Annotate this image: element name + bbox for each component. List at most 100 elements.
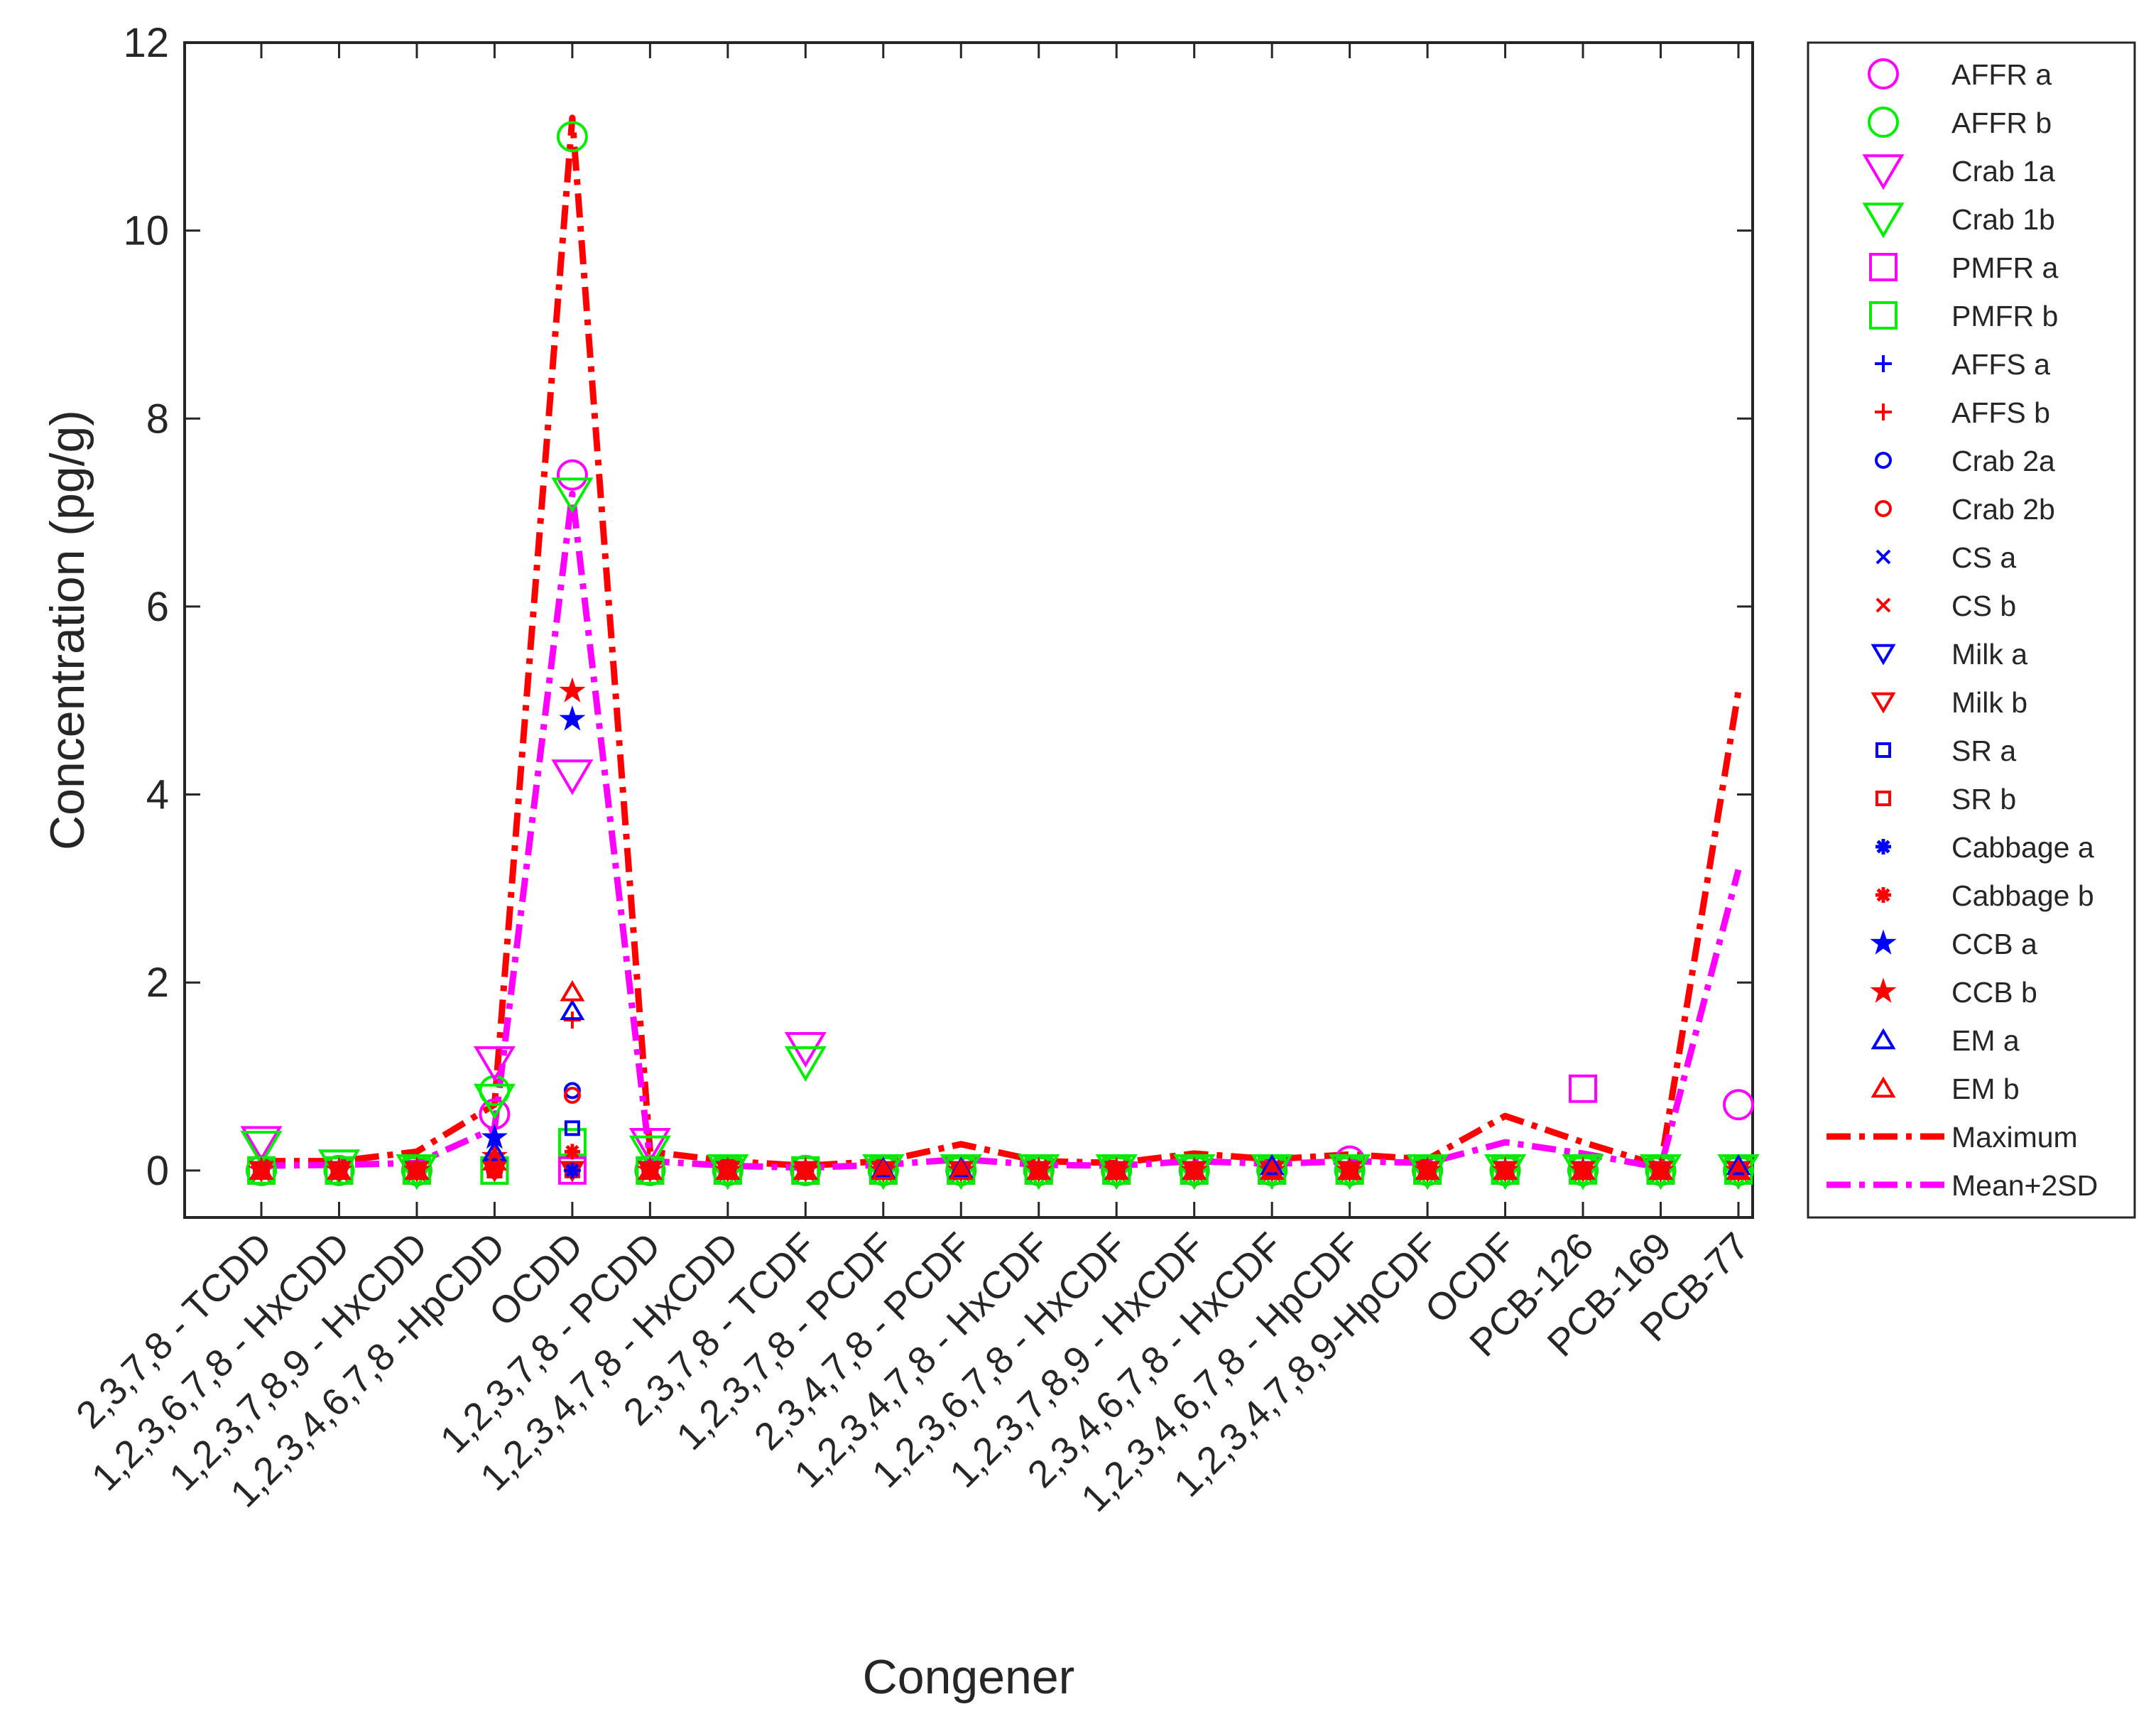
point-crab-1a	[551, 759, 594, 796]
point-em-b	[793, 1159, 818, 1181]
legend-entry-crab-2a: Crab 2a	[1875, 445, 2055, 477]
legend-marker-cabbage-a	[1875, 839, 1891, 855]
point-em-a	[1259, 1154, 1285, 1176]
point-crab-1b	[940, 1154, 982, 1190]
legend-marker-sr-a	[1875, 742, 1891, 758]
legend-entry-affr-a: AFFR a	[1868, 58, 2052, 91]
legend-label: Cabbage b	[1951, 879, 2094, 912]
point-em-b	[1570, 1159, 1596, 1181]
point-em-b	[1337, 1159, 1363, 1181]
legend-entry-milk-a: Milk a	[1871, 638, 2027, 671]
point-em-b	[404, 1159, 430, 1181]
point-crab-1b	[1562, 1154, 1604, 1190]
legend-entry-crab-2b: Crab 2b	[1875, 493, 2055, 526]
legend-entry-mean-2sd: Mean+2SD	[1826, 1169, 2098, 1202]
legend-marker-milk-b	[1871, 692, 1896, 714]
legend-label: AFFS a	[1951, 348, 2050, 381]
legend-entry-em-a: EM a	[1871, 1024, 2020, 1057]
legend-marker-affr-b	[1868, 107, 1899, 138]
point-em-b	[326, 1159, 352, 1181]
point-em-b	[1648, 1159, 1674, 1181]
point-crab-1b	[784, 1046, 827, 1083]
point-ccb-b	[792, 1156, 819, 1182]
point-em-b	[1726, 1159, 1751, 1181]
point-affr-b	[556, 121, 588, 153]
point-ccb-b	[559, 677, 586, 702]
point-crab-1a	[628, 1127, 671, 1164]
legend-marker-pmfr-b	[1869, 301, 1898, 330]
legend-marker-pmfr-a	[1869, 253, 1898, 281]
point-crab-1b	[1018, 1154, 1060, 1190]
legend-entry-sr-a: SR a	[1875, 734, 2016, 767]
point-ccb-a	[559, 705, 586, 731]
legend-label: Maximum	[1951, 1121, 2078, 1154]
point-em-b	[1415, 1159, 1440, 1181]
point-crab-1a	[784, 1032, 827, 1068]
legend-label: Crab 1a	[1951, 155, 2055, 188]
legend-label: AFFR b	[1951, 107, 2052, 139]
point-ccb-b	[1025, 1156, 1052, 1182]
legend-entry-em-b: EM b	[1871, 1073, 2020, 1105]
legend-entry-crab-1a: Crab 1a	[1862, 154, 2055, 190]
point-em-b	[1104, 1159, 1129, 1181]
reference-lines	[261, 114, 1742, 1171]
legend-label: SR b	[1951, 783, 2016, 815]
legend-entry-pmfr-a: PMFR a	[1869, 251, 2059, 284]
point-crab-1b	[551, 477, 594, 514]
legend-entry-pmfr-b: PMFR b	[1869, 300, 2058, 332]
point-em-b	[948, 1159, 974, 1181]
point-crab-2b	[563, 1086, 581, 1104]
legend-marker-cs-a	[1875, 549, 1891, 565]
legend-entry-sr-b: SR b	[1875, 783, 2016, 815]
point-em-b	[637, 1159, 663, 1181]
legend-marker-ccb-b	[1870, 977, 1897, 1003]
point-ccb-b	[1725, 1156, 1752, 1182]
legend-entry-affs-a: AFFS a	[1875, 348, 2050, 381]
point-crab-1b	[1640, 1154, 1682, 1190]
point-ccb-b	[248, 1156, 275, 1182]
line-mean-2sd	[261, 490, 1742, 1171]
legend-label: CS b	[1951, 590, 2016, 622]
point-em-b	[560, 980, 585, 1002]
point-crab-1b	[396, 1154, 438, 1190]
legend-box	[1807, 41, 2136, 1219]
point-em-b	[249, 1159, 274, 1181]
plot-area	[183, 41, 1754, 1219]
point-crab-1b	[862, 1154, 905, 1190]
y-tick-label: 8	[146, 396, 169, 442]
point-affs-b	[563, 1011, 581, 1029]
point-ccb-b	[1336, 1156, 1363, 1182]
legend-entry-ccb-b: CCB b	[1870, 976, 2037, 1009]
point-ccb-b	[1569, 1156, 1596, 1182]
series-crab-1b	[240, 477, 1760, 1190]
point-em-b	[1026, 1159, 1052, 1181]
legend-label: CS a	[1951, 541, 2016, 574]
legend: AFFR a AFFR b Crab 1a Crab 1b PMFR a PMFR b AF…	[1807, 41, 2136, 1219]
point-ccb-b	[1414, 1156, 1441, 1182]
point-crab-1b	[1095, 1154, 1138, 1190]
point-em-a	[481, 1139, 507, 1161]
legend-marker-milk-a	[1871, 644, 1896, 666]
legend-marker-cabbage-b	[1875, 887, 1891, 903]
legend-entry-cs-b: CS b	[1875, 590, 2016, 622]
legend-entry-cabbage-b: Cabbage b	[1875, 879, 2094, 912]
legend-label: Mean+2SD	[1951, 1169, 2098, 1202]
legend-entry-crab-1b: Crab 1b	[1862, 202, 2055, 239]
point-em-a	[560, 999, 585, 1021]
legend-label: Milk b	[1951, 686, 2027, 719]
point-cabbage-b	[564, 1144, 580, 1160]
legend-marker-ccb-a	[1870, 929, 1897, 955]
legend-entry-cabbage-a: Cabbage a	[1875, 831, 2094, 864]
point-crab-1b	[1173, 1154, 1216, 1190]
point-em-b	[1493, 1159, 1518, 1181]
legend-label: Cabbage a	[1951, 831, 2094, 864]
data-points	[240, 121, 1760, 1190]
point-sr-a	[564, 1120, 580, 1136]
point-ccb-b	[714, 1156, 741, 1182]
legend-marker-crab-1a	[1862, 154, 1905, 190]
legend-label: AFFR a	[1951, 58, 2052, 91]
point-em-b	[481, 1149, 507, 1171]
point-em-b	[1182, 1159, 1207, 1181]
legend-label: PMFR a	[1951, 251, 2059, 284]
legend-entry-milk-b: Milk b	[1871, 686, 2027, 719]
